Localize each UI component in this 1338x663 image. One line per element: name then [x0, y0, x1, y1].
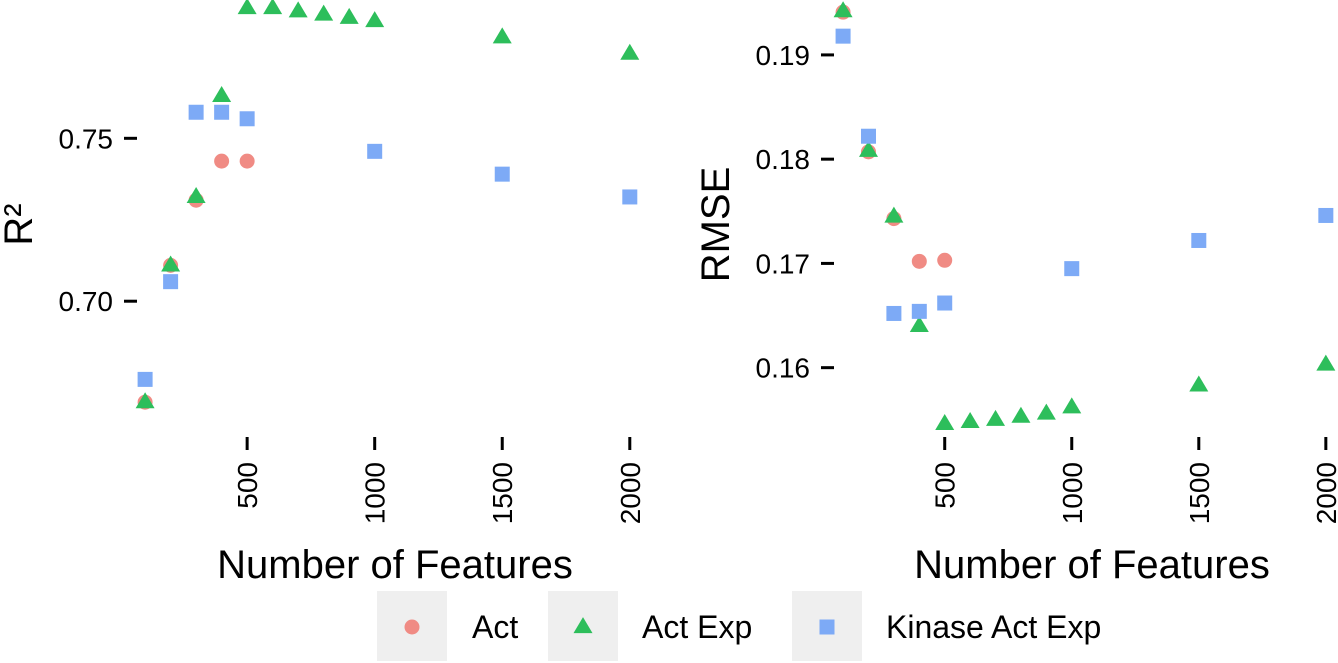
rmse-x-tick-label: 1500 [1184, 462, 1215, 524]
r2-x-tick-label: 1500 [487, 462, 518, 524]
r2-point-kinase-act-exp [622, 189, 638, 205]
r2-point-kinase-act-exp [214, 104, 230, 120]
r2-point-act-exp [135, 392, 155, 409]
r2-point-kinase-act-exp [239, 111, 255, 127]
rmse-point-act-exp [1062, 397, 1082, 414]
rmse-series-kinase-act-exp [835, 28, 1334, 321]
r2-point-act-exp [212, 86, 232, 103]
rmse-point-kinase-act-exp [1318, 207, 1334, 223]
legend-item-act-exp: Act Exp [548, 591, 752, 661]
r2-point-act-exp [161, 255, 181, 272]
r2-point-act [214, 153, 230, 169]
r2-point-kinase-act-exp [494, 166, 510, 182]
r2-point-kinase-act-exp [367, 143, 383, 159]
r2-point-kinase-act-exp [163, 274, 179, 290]
legend-label: Act [472, 609, 518, 645]
rmse-point-kinase-act-exp [886, 305, 902, 321]
r2-point-act-exp [339, 7, 359, 24]
legend: Act Act Exp Kinase Act Exp [377, 591, 1101, 661]
r2-point-act-exp [237, 0, 257, 15]
r2-x-axis-title: Number of Features [217, 543, 573, 587]
rmse-point-kinase-act-exp [1191, 232, 1207, 248]
r2-point-act [239, 153, 255, 169]
rmse-y-tick-label: 0.19 [756, 40, 811, 71]
r2-x-tick-label: 1000 [360, 462, 391, 524]
rmse-panel: 0.16 0.17 0.18 0.19 500 1000 1500 2000 Number of… [694, 1, 1338, 587]
rmse-x-axis-title: Number of Features [914, 543, 1270, 587]
rmse-y-tick-label: 0.18 [756, 144, 811, 175]
rmse-point-act [911, 253, 927, 269]
rmse-series-act-exp [833, 1, 1336, 431]
r2-point-act-exp [492, 27, 512, 44]
rmse-point-act-exp [1189, 375, 1209, 392]
legend-key-triangle [573, 617, 593, 634]
rmse-series-act [835, 4, 953, 269]
r2-series-kinase-act-exp [137, 104, 638, 387]
r2-point-act-exp [365, 11, 385, 28]
rmse-point-act-exp [833, 1, 853, 18]
r2-x-tick-label: 2000 [615, 462, 646, 524]
rmse-x-tick-label: 2000 [1311, 462, 1338, 524]
r2-point-kinase-act-exp [188, 104, 204, 120]
rmse-point-act-exp [1316, 354, 1336, 371]
rmse-point-act-exp [909, 316, 929, 333]
rmse-point-act-exp [960, 411, 980, 428]
r2-point-act-exp [620, 43, 640, 60]
legend-key-square [819, 619, 835, 635]
legend-item-act: Act [377, 591, 518, 661]
rmse-point-kinase-act-exp [1064, 261, 1080, 277]
rmse-x-tick-label: 500 [930, 462, 961, 509]
rmse-point-act [937, 252, 953, 268]
legend-label: Kinase Act Exp [886, 609, 1101, 645]
rmse-y-axis-title: RMSE [694, 167, 738, 283]
rmse-point-act-exp [1011, 406, 1031, 423]
r2-point-act-exp [186, 187, 206, 204]
legend-label: Act Exp [642, 609, 752, 645]
r2-y-tick-label: 0.75 [59, 123, 114, 154]
r2-y-tick-label: 0.70 [59, 286, 114, 317]
rmse-point-act-exp [935, 414, 955, 431]
r2-x-tick-label: 500 [232, 462, 263, 509]
rmse-point-kinase-act-exp [860, 128, 876, 144]
rmse-y-tick-label: 0.17 [756, 248, 811, 279]
legend-item-kinase-act-exp: Kinase Act Exp [792, 591, 1101, 661]
rmse-point-kinase-act-exp [835, 28, 851, 44]
rmse-point-kinase-act-exp [911, 303, 927, 319]
r2-point-kinase-act-exp [137, 371, 153, 387]
rmse-point-act-exp [986, 409, 1006, 426]
legend-key-circle [404, 619, 420, 635]
r2-point-act-exp [263, 0, 283, 15]
rmse-y-tick-label: 0.16 [756, 353, 811, 384]
rmse-point-act-exp [858, 140, 878, 157]
r2-point-act-exp [288, 1, 308, 18]
r2-panel: 0.70 0.75 500 1000 1500 2000 Number of Feature… [0, 0, 646, 587]
r2-series-act-exp [135, 0, 640, 409]
rmse-x-tick-label: 1000 [1057, 462, 1088, 524]
r2-y-axis-title: R² [0, 203, 41, 245]
rmse-point-act-exp [884, 206, 904, 223]
rmse-point-kinase-act-exp [937, 295, 953, 311]
rmse-point-act-exp [1036, 403, 1056, 420]
r2-point-act-exp [314, 4, 334, 21]
